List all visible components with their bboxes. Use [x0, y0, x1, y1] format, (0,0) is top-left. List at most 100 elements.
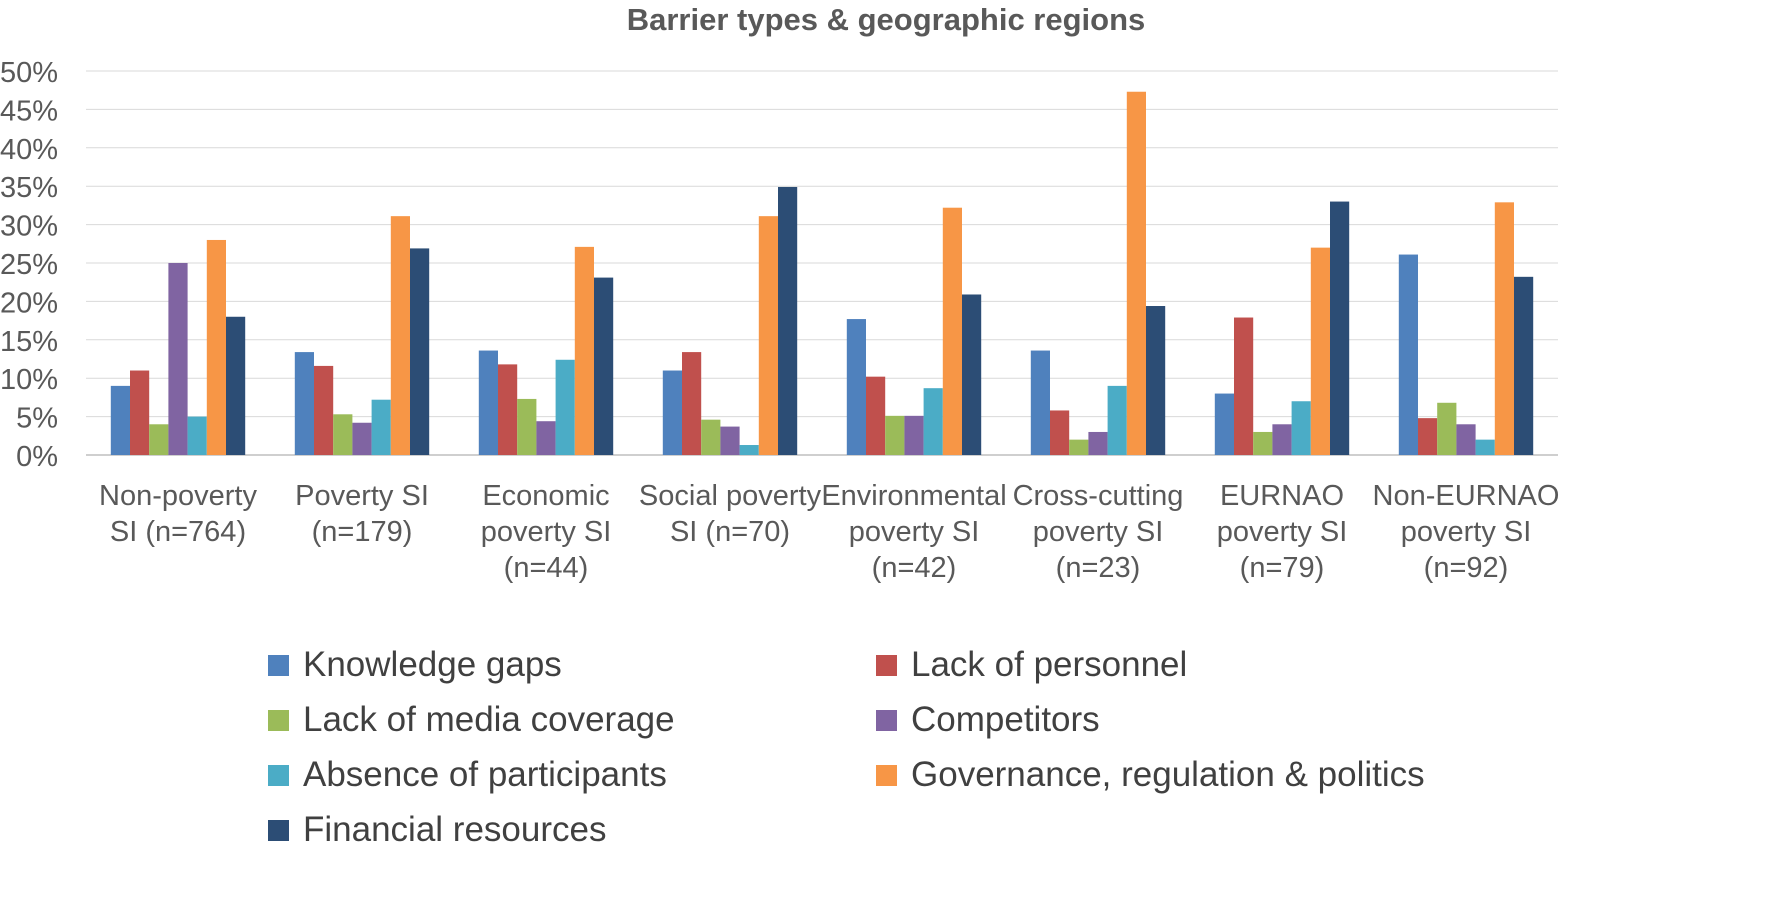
x-tick-label: Environmental [821, 480, 1006, 512]
y-tick-label: 25% [0, 249, 58, 281]
bar-lack-of-media-coverage [1069, 439, 1089, 455]
x-tick-label: (n=79) [1240, 552, 1325, 584]
bar-absence-of-participants [371, 399, 391, 455]
bar-competitors [536, 421, 556, 455]
bar-governance-regulation-politics [390, 216, 410, 455]
bar-financial-resources [226, 316, 246, 455]
bar-governance-regulation-politics [206, 239, 226, 455]
x-tick-label: Poverty SI [295, 480, 429, 512]
bar-knowledge-gaps [1214, 393, 1234, 455]
y-tick-label: 5% [16, 403, 58, 435]
bar-lack-of-personnel [1050, 410, 1070, 455]
x-tick-label: poverty SI [849, 516, 980, 548]
bar-lack-of-personnel [1234, 317, 1254, 455]
legend-item: Lack of media coverage [268, 700, 675, 740]
legend-swatch [268, 709, 289, 731]
bar-knowledge-gaps [478, 350, 498, 455]
bar-competitors [352, 422, 372, 455]
bar-lack-of-media-coverage [1253, 431, 1273, 455]
legend-item: Absence of participants [268, 755, 667, 795]
bar-absence-of-participants [187, 416, 207, 455]
legend-item: Knowledge gaps [268, 645, 562, 685]
legend-swatch [268, 654, 289, 676]
bar-governance-regulation-politics [758, 216, 778, 455]
legend-swatch [876, 654, 897, 676]
bar-lack-of-personnel [130, 370, 150, 455]
bar-absence-of-participants [739, 445, 759, 455]
bar-knowledge-gaps [662, 370, 682, 455]
bar-lack-of-personnel [314, 365, 334, 455]
legend-label: Lack of personnel [911, 645, 1188, 684]
bar-lack-of-personnel [498, 364, 518, 455]
bar-absence-of-participants [923, 388, 943, 455]
x-tick-label: poverty SI [1033, 516, 1164, 548]
y-tick-label: 0% [16, 441, 58, 473]
x-tick-label: poverty SI [1217, 516, 1348, 548]
y-tick-label: 15% [0, 326, 58, 358]
bar-governance-regulation-politics [1494, 202, 1514, 455]
legend-label: Financial resources [303, 810, 607, 849]
bar-lack-of-media-coverage [149, 424, 169, 455]
bar-lack-of-personnel [1418, 418, 1438, 455]
bar-lack-of-media-coverage [701, 419, 721, 455]
x-tick-label: SI (n=70) [670, 516, 790, 548]
bar-competitors [904, 415, 924, 455]
bar-competitors [1272, 424, 1292, 455]
bar-financial-resources [962, 294, 982, 455]
bar-financial-resources [1330, 201, 1350, 455]
x-tick-label: EURNAO [1220, 480, 1344, 512]
y-axis-ticks: 0% 5% 10% 15% 20% 25% 30% 35% 40% 45% 50% [0, 57, 58, 473]
bar-financial-resources [778, 186, 798, 455]
bar-lack-of-media-coverage [333, 414, 353, 455]
bar-knowledge-gaps [294, 352, 314, 455]
legend-label: Absence of participants [303, 755, 667, 794]
bar-financial-resources [1146, 306, 1166, 455]
x-tick-label: Economic [482, 480, 609, 512]
x-tick-label: poverty SI [481, 516, 612, 548]
y-tick-label: 35% [0, 172, 58, 204]
x-tick-label: SI (n=764) [110, 516, 246, 548]
bar-knowledge-gaps [110, 385, 130, 455]
bar-lack-of-personnel [866, 376, 886, 455]
bar-competitors [168, 263, 188, 455]
bar-absence-of-participants [1107, 385, 1127, 455]
bar-competitors [1088, 431, 1108, 455]
x-tick-label: (n=42) [872, 552, 957, 584]
bar-governance-regulation-politics [574, 246, 594, 455]
x-tick-label: Social poverty [639, 480, 822, 512]
bar-competitors [1456, 424, 1476, 455]
bars [110, 91, 1534, 456]
bar-absence-of-participants [1475, 439, 1495, 455]
bar-governance-regulation-politics [942, 207, 962, 455]
y-tick-label: 10% [0, 364, 58, 396]
legend-swatch [876, 764, 897, 786]
legend-swatch [876, 709, 897, 731]
bar-competitors [720, 426, 740, 455]
legend-item: Financial resources [268, 810, 606, 850]
legend-swatch [268, 764, 289, 786]
bar-financial-resources [594, 277, 614, 455]
bar-absence-of-participants [555, 359, 575, 455]
legend-label: Governance, regulation & politics [911, 755, 1425, 794]
legend-item: Lack of personnel [876, 645, 1187, 685]
legend-item: Governance, regulation & politics [876, 755, 1425, 795]
x-tick-label: (n=92) [1424, 552, 1509, 584]
y-tick-label: 45% [0, 95, 58, 127]
y-tick-label: 30% [0, 211, 58, 243]
x-tick-label: (n=23) [1056, 552, 1141, 584]
bar-absence-of-participants [1291, 401, 1311, 455]
y-tick-label: 50% [0, 57, 58, 89]
bar-financial-resources [1514, 276, 1534, 455]
bar-knowledge-gaps [846, 319, 866, 455]
x-axis-labels: Non-poverty SI (n=764) Poverty SI (n=179) Ec… [99, 480, 1559, 584]
legend-label: Competitors [911, 700, 1100, 739]
bar-lack-of-media-coverage [517, 398, 537, 455]
bar-lack-of-media-coverage [1437, 402, 1457, 455]
bar-lack-of-personnel [682, 352, 702, 455]
bar-knowledge-gaps [1030, 350, 1050, 455]
y-tick-label: 20% [0, 287, 58, 319]
bar-governance-regulation-politics [1126, 91, 1146, 456]
x-tick-label: (n=44) [504, 552, 589, 584]
bar-lack-of-media-coverage [885, 415, 905, 455]
